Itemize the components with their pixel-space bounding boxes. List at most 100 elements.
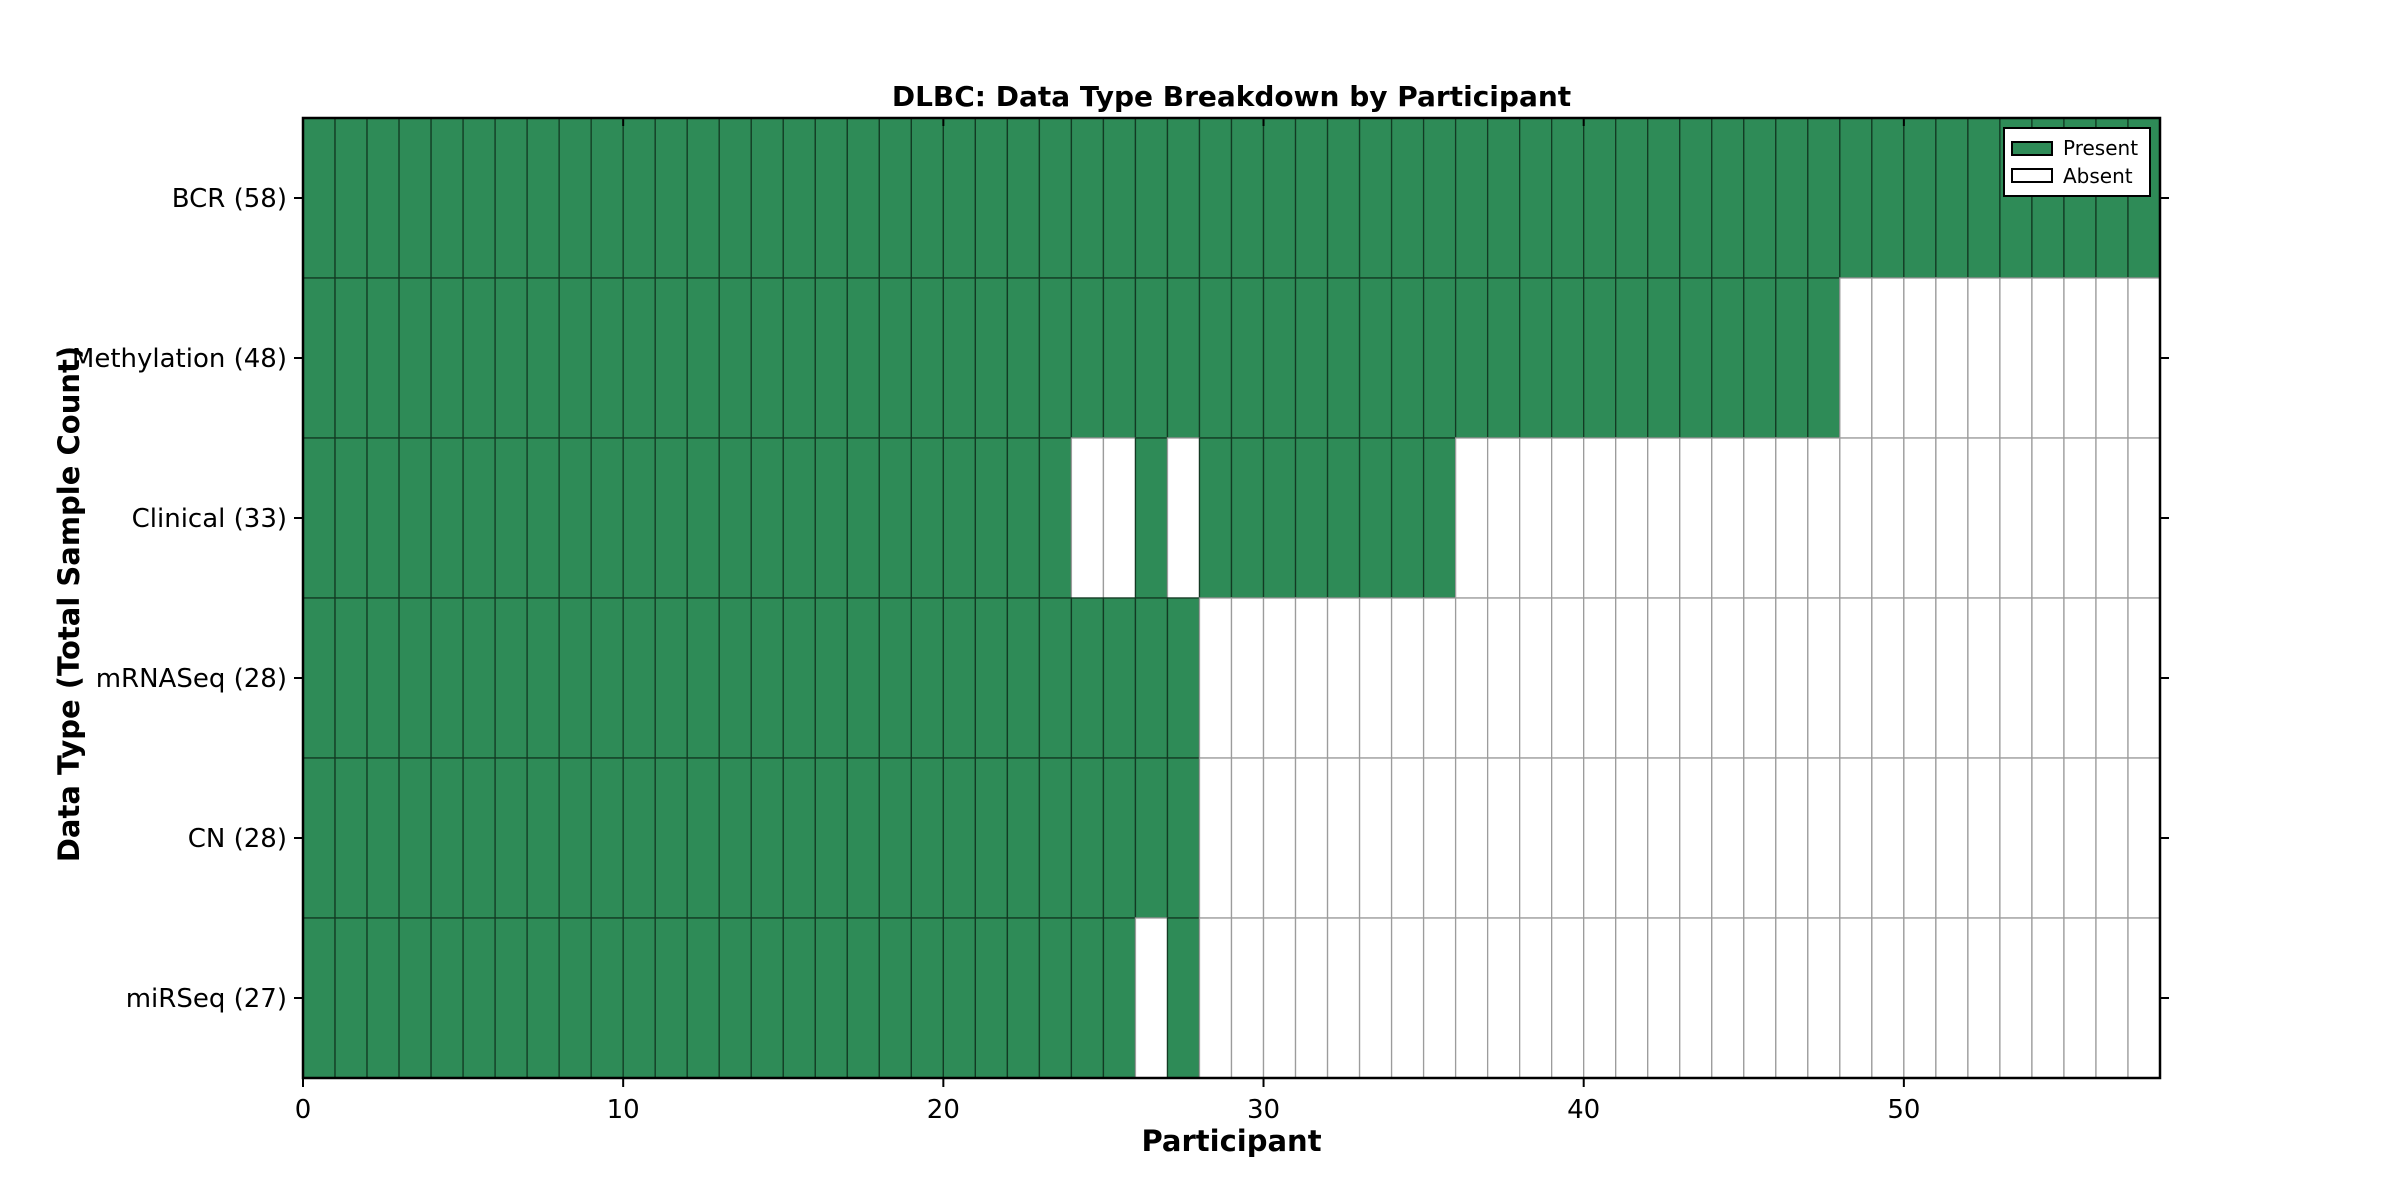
x-tick-label: 50 [1887,1095,1920,1125]
cell-absent [1999,757,2033,919]
cell-present [558,597,592,759]
cell-present [1262,437,1297,599]
cell-present [494,437,528,599]
cell-absent [1679,757,1713,919]
cell-present [366,437,400,599]
cell-absent [1903,597,1937,759]
cell-present [814,917,848,1079]
cell-present [718,757,752,919]
cell-absent [1551,437,1585,599]
cell-present [398,277,432,439]
cell-present [462,117,496,279]
cell-present [878,437,912,599]
cell-absent [1230,757,1265,919]
x-tick-label: 10 [607,1095,640,1125]
cell-absent [1454,597,1489,759]
cell-present [1038,597,1073,759]
cell-present [910,917,945,1079]
cell-present [1102,277,1137,439]
cell-present [782,117,816,279]
cell-present [1422,277,1457,439]
cell-present [622,437,656,599]
cell-present [654,757,688,919]
cell-present [782,597,816,759]
cell-present [686,917,720,1079]
cell-absent [1807,757,1841,919]
cell-present [1647,117,1681,279]
cell-present [398,597,432,759]
cell-present [1166,597,1201,759]
cell-present [1070,597,1105,759]
cell-present [1134,277,1169,439]
cell-absent [1647,917,1681,1079]
cell-present [366,757,400,919]
cell-absent [1326,597,1361,759]
cell-absent [1903,757,1937,919]
cell-present [846,757,880,919]
cell-absent [1198,597,1233,759]
cell-present [526,597,560,759]
cell-absent [2127,437,2161,599]
cell-present [1102,597,1137,759]
cell-present [526,117,560,279]
cell-present [1519,277,1553,439]
x-tick-label: 40 [1567,1095,1600,1125]
cell-absent [1871,757,1905,919]
legend-label-absent: Absent [2063,163,2133,188]
cell-present [622,757,656,919]
cell-present [878,917,912,1079]
cell-present [718,117,752,279]
cell-present [366,277,400,439]
cell-present [302,277,336,439]
cell-present [1262,277,1297,439]
cell-absent [1070,437,1105,599]
cell-absent [1615,597,1649,759]
cell-absent [2031,437,2065,599]
cell-absent [1198,757,1233,919]
cell-present [494,277,528,439]
cell-present [462,597,496,759]
cell-present [1198,437,1233,599]
cell-present [1743,117,1777,279]
cell-present [814,597,848,759]
cell-absent [1615,917,1649,1079]
cell-absent [1967,437,2001,599]
cell-absent [1583,757,1617,919]
cell-absent [1519,757,1553,919]
cell-present [1006,917,1041,1079]
x-tick-label: 0 [295,1095,312,1125]
cell-present [1134,117,1169,279]
cell-absent [1935,437,1969,599]
cell-present [1230,117,1265,279]
cell-absent [1999,917,2033,1079]
cell-absent [1807,597,1841,759]
cell-present [942,277,977,439]
cell-present [302,597,336,759]
cell-present [686,597,720,759]
cell-present [430,757,464,919]
cell-present [974,597,1009,759]
cell-present [1038,917,1073,1079]
cell-present [1006,277,1041,439]
cell-present [654,437,688,599]
cell-present [302,917,336,1079]
cell-present [750,757,784,919]
cell-present [558,757,592,919]
cell-present [878,277,912,439]
cell-present [1166,917,1201,1079]
cell-present [910,277,945,439]
cell-absent [2095,597,2129,759]
cell-present [1038,277,1073,439]
cell-present [590,437,624,599]
cell-present [590,757,624,919]
cell-present [686,757,720,919]
cell-present [974,117,1009,279]
cell-absent [2031,917,2065,1079]
cell-absent [1839,757,1873,919]
cell-absent [1775,917,1809,1079]
cell-present [302,117,336,279]
cell-present [494,597,528,759]
cell-present [686,117,720,279]
legend-label-present: Present [2063,136,2139,161]
cell-present [558,917,592,1079]
